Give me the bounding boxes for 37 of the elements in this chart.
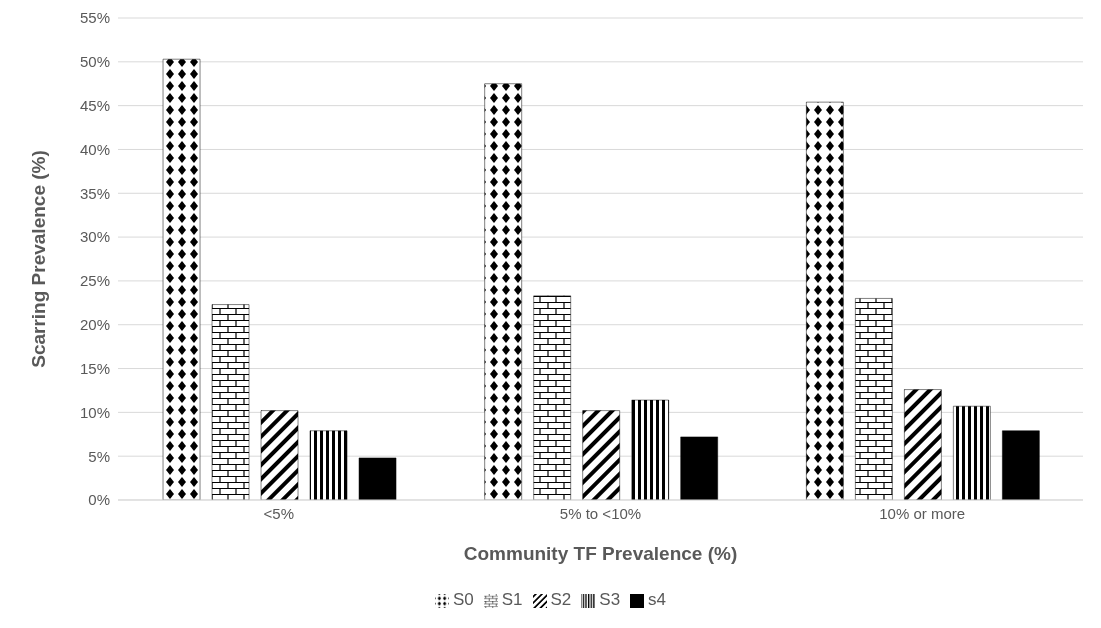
x-tick-label: <5% — [263, 504, 295, 522]
bar — [533, 295, 571, 500]
bar — [1002, 430, 1040, 500]
legend-label: S0 — [452, 590, 474, 609]
y-tick-label: 30% — [79, 228, 110, 246]
bar — [631, 399, 669, 500]
bar — [162, 58, 201, 500]
legend-label: S3 — [599, 590, 621, 609]
x-tick-label: 5% to <10% — [559, 504, 642, 522]
y-tick-label: 40% — [79, 140, 110, 158]
bar — [582, 410, 620, 500]
legend-label: s4 — [648, 590, 667, 609]
y-tick-label: 55% — [79, 9, 110, 27]
y-axis-title: Scarring Prevalence (%) — [27, 150, 49, 368]
bar — [484, 83, 522, 500]
y-tick-label: 35% — [79, 184, 110, 202]
y-tick-label: 15% — [79, 359, 110, 377]
y-tick-label: 25% — [79, 272, 110, 290]
x-axis-title: Community TF Prevalence (%) — [463, 543, 738, 564]
legend-label: S2 — [550, 590, 572, 609]
x-tick-label: 10% or more — [879, 504, 966, 522]
bar — [806, 101, 844, 500]
bar — [358, 457, 397, 500]
bar — [680, 436, 718, 500]
bar — [260, 410, 299, 500]
bar — [953, 405, 991, 500]
y-tick-label: 50% — [79, 53, 110, 71]
y-tick-label: 20% — [79, 316, 110, 334]
bar — [309, 430, 348, 500]
y-tick-label: 5% — [88, 447, 110, 465]
bar — [904, 389, 942, 500]
bar — [211, 304, 250, 500]
y-tick-label: 10% — [79, 403, 110, 421]
bar — [855, 298, 893, 500]
y-tick-label: 0% — [88, 491, 110, 509]
y-tick-label: 45% — [79, 96, 110, 114]
legend-label: S1 — [501, 590, 523, 609]
